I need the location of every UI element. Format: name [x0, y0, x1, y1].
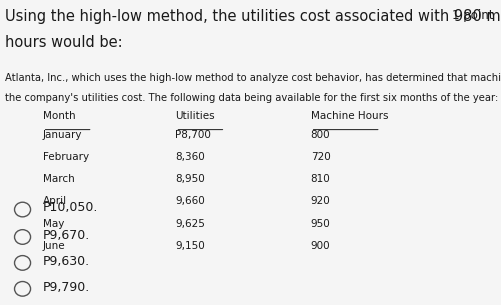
Text: 920: 920	[311, 196, 330, 206]
Text: May: May	[43, 219, 64, 229]
Text: Machine Hours: Machine Hours	[311, 111, 388, 121]
Text: Utilities: Utilities	[175, 111, 215, 121]
Text: the company's utilities cost. The following data being available for the first s: the company's utilities cost. The follow…	[5, 93, 498, 103]
Text: 1 point: 1 point	[452, 9, 493, 22]
Text: January: January	[43, 130, 82, 140]
Text: 8,950: 8,950	[175, 174, 205, 184]
Text: hours would be:: hours would be:	[5, 35, 123, 50]
Text: 8,360: 8,360	[175, 152, 205, 162]
Text: P8,700: P8,700	[175, 130, 211, 140]
Text: 9,660: 9,660	[175, 196, 205, 206]
Text: 720: 720	[311, 152, 330, 162]
Text: P9,630.: P9,630.	[43, 255, 90, 268]
Text: P10,050.: P10,050.	[43, 201, 98, 214]
Text: Atlanta, Inc., which uses the high-low method to analyze cost behavior, has dete: Atlanta, Inc., which uses the high-low m…	[5, 73, 501, 83]
Text: 810: 810	[311, 174, 330, 184]
Text: 9,625: 9,625	[175, 219, 205, 229]
Text: March: March	[43, 174, 74, 184]
Text: 950: 950	[311, 219, 330, 229]
Text: P9,790.: P9,790.	[43, 281, 90, 294]
Text: April: April	[43, 196, 67, 206]
Text: Month: Month	[43, 111, 75, 121]
Text: June: June	[43, 241, 65, 251]
Text: P9,670.: P9,670.	[43, 229, 90, 242]
Text: Using the high-low method, the utilities cost associated with 980 machine: Using the high-low method, the utilities…	[5, 9, 501, 24]
Text: 9,150: 9,150	[175, 241, 205, 251]
Text: 800: 800	[311, 130, 330, 140]
Text: 900: 900	[311, 241, 330, 251]
Text: February: February	[43, 152, 89, 162]
